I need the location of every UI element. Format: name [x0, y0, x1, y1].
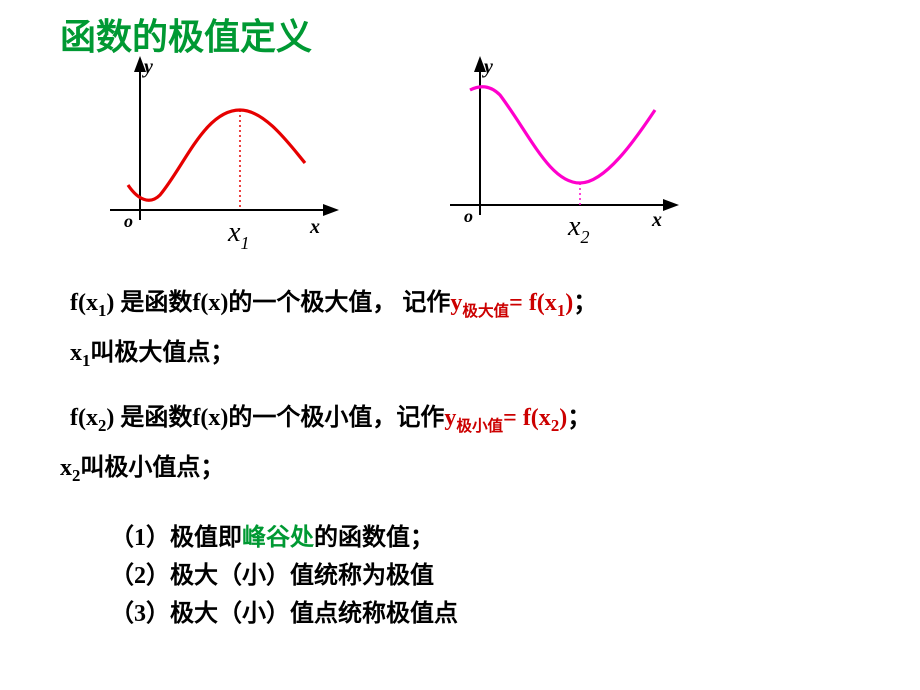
- chart-maximum: o y x x1: [100, 55, 350, 250]
- bullet-3: （3）极大（小）值点统称极值点: [110, 596, 458, 632]
- page-title: 函数的极值定义: [60, 8, 312, 60]
- definition-line-3: f(x2) 是函数f(x)的一个极小值，记作y极小值= f(x2)；: [70, 400, 591, 438]
- x-axis-label-1: x: [309, 216, 320, 238]
- bullet-1: （1）极值即峰谷处的函数值；: [110, 520, 434, 556]
- point-x1-label: x1: [227, 217, 249, 250]
- definition-line-4: x2叫极小值点；: [60, 450, 224, 488]
- curve-min: [470, 87, 655, 183]
- definition-line-2: x1叫极大值点；: [70, 335, 234, 373]
- chart-minimum: o y x x2: [440, 55, 690, 250]
- origin-label-2: o: [464, 206, 473, 226]
- definition-line-1: f(x1) 是函数f(x)的一个极大值， 记作y极大值= f(x1)；: [70, 285, 597, 323]
- origin-label-1: o: [124, 211, 133, 231]
- y-axis-label-1: y: [142, 56, 153, 78]
- y-axis-label-2: y: [482, 56, 493, 78]
- curve-max: [128, 110, 305, 200]
- bullet-2: （2）极大（小）值统称为极值: [110, 558, 434, 594]
- charts-row: o y x x1 o y x x2: [100, 55, 820, 245]
- x-axis-label-2: x: [651, 209, 662, 231]
- point-x2-label: x2: [567, 211, 589, 247]
